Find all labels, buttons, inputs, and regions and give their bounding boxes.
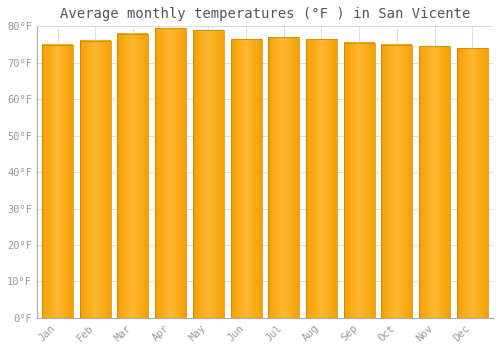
Bar <box>344 43 374 318</box>
Bar <box>382 44 412 318</box>
Bar <box>306 39 337 318</box>
Bar <box>42 44 73 318</box>
Bar <box>80 41 110 318</box>
Bar <box>419 46 450 318</box>
Bar <box>268 37 299 318</box>
Bar <box>230 39 262 318</box>
Bar <box>118 34 148 318</box>
Bar <box>457 48 488 318</box>
Bar <box>193 30 224 318</box>
Title: Average monthly temperatures (°F ) in San Vicente: Average monthly temperatures (°F ) in Sa… <box>60 7 470 21</box>
Bar <box>155 28 186 318</box>
